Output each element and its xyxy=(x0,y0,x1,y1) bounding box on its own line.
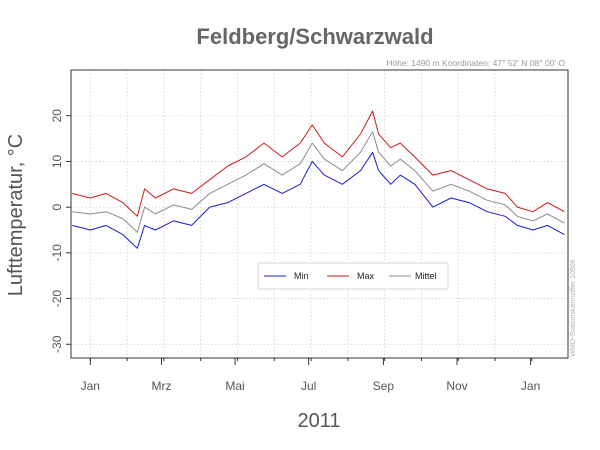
legend-label-mittel: Mittel xyxy=(415,271,437,281)
x-axis-label: 2011 xyxy=(297,410,340,432)
legend-label-max: Max xyxy=(357,271,375,281)
x-tick-label: Mai xyxy=(225,379,244,393)
series-group xyxy=(72,110,565,249)
y-tick-label: -20 xyxy=(50,290,64,308)
x-tick-label: Jan xyxy=(521,379,540,393)
y-axis-label: Lufttemperatur, °C xyxy=(5,134,27,297)
legend: Min Max Mittel xyxy=(257,262,449,290)
y-tick-label: -30 xyxy=(50,335,64,353)
x-axis: Jan Mrz Mai Jul Sep Nov Jan xyxy=(81,358,540,393)
legend-label-min: Min xyxy=(294,271,309,281)
y-tick-label: 10 xyxy=(50,154,64,168)
x-tick-label: Jul xyxy=(301,379,316,393)
station-id-note: WMO-Stationskennziffer 10908 xyxy=(570,259,577,356)
x-tick-label: Mrz xyxy=(151,379,171,393)
grid xyxy=(71,70,568,358)
chart-subtitle: Höhe: 1490 m Koordinaten: 47° 52' N 08° … xyxy=(386,58,565,68)
y-tick-label: 0 xyxy=(50,203,64,210)
series-line-min xyxy=(72,151,565,249)
y-axis: -30 -20 -10 0 10 20 xyxy=(50,109,71,353)
chart-title: Feldberg/Schwarzwald xyxy=(196,24,433,49)
series-line-mittel xyxy=(72,131,565,233)
x-tick-label: Jan xyxy=(81,379,100,393)
y-tick-label: -10 xyxy=(50,244,64,262)
y-tick-label: 20 xyxy=(50,109,64,123)
legend-box xyxy=(257,262,449,290)
x-tick-label: Sep xyxy=(373,379,395,393)
series-line-max xyxy=(72,110,565,217)
plot-frame xyxy=(70,69,569,359)
x-tick-label: Nov xyxy=(446,379,467,393)
